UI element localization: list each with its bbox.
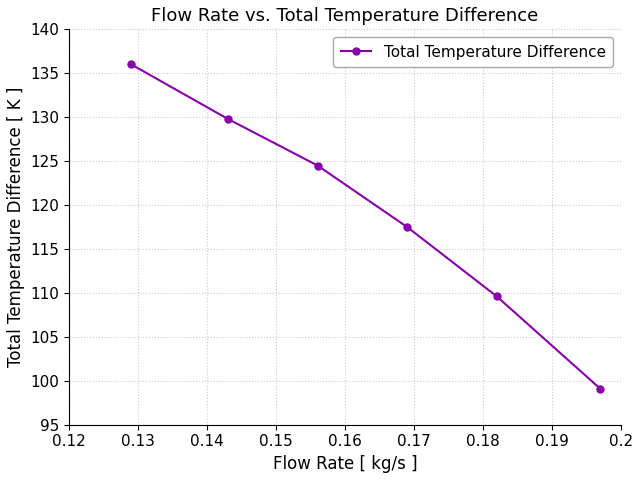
- Line: Total Temperature Difference: Total Temperature Difference: [128, 61, 604, 392]
- Y-axis label: Total Temperature Difference [ K ]: Total Temperature Difference [ K ]: [7, 87, 25, 367]
- Total Temperature Difference: [127, 61, 135, 67]
- Total Temperature Difference: [403, 224, 411, 230]
- Legend: Total Temperature Difference: Total Temperature Difference: [333, 37, 613, 67]
- Total Temperature Difference: [224, 116, 232, 122]
- Total Temperature Difference: [314, 163, 321, 168]
- X-axis label: Flow Rate [ kg/s ]: Flow Rate [ kg/s ]: [273, 455, 417, 473]
- Total Temperature Difference: [596, 386, 604, 392]
- Total Temperature Difference: [493, 294, 500, 300]
- Title: Flow Rate vs. Total Temperature Difference: Flow Rate vs. Total Temperature Differen…: [152, 7, 539, 25]
